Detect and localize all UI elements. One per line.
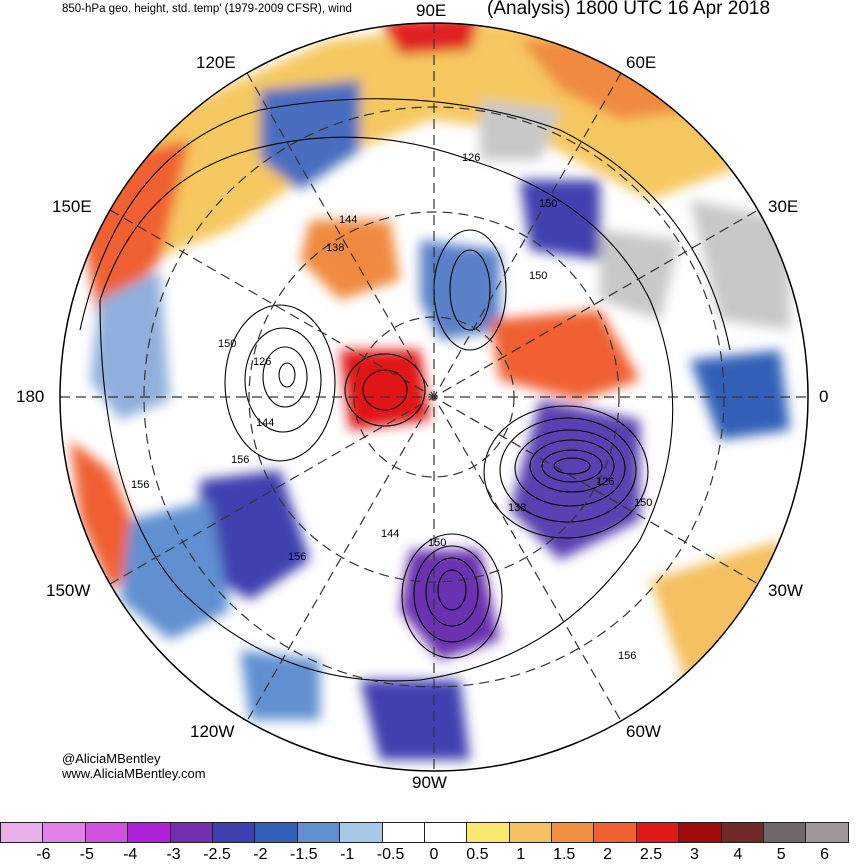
contour-label: 156 [618, 650, 636, 662]
colorbar-tick: 1 [516, 846, 526, 863]
header: 850-hPa geo. height, std. temp' (1979-20… [0, 0, 868, 22]
colorbar-swatch [466, 822, 510, 843]
colorbar-swatch [254, 822, 298, 843]
colorbar-tick: 0 [429, 846, 439, 863]
lon-label-150w: 150W [46, 581, 91, 600]
contour-label: 144 [256, 417, 274, 429]
lon-label-0: 0 [819, 387, 829, 406]
colorbar-swatch [381, 822, 425, 843]
lon-label-90e: 90E [416, 1, 447, 20]
colorbar-swatch [763, 822, 807, 843]
lon-label-120e: 120E [196, 53, 236, 72]
colorbar-tick: 1.5 [553, 846, 576, 863]
map-boundary [59, 22, 809, 772]
colorbar-swatch [211, 822, 256, 843]
colorbar-swatch [593, 822, 637, 843]
lon-label-180: 180 [16, 387, 45, 406]
contour-label: 150 [634, 497, 652, 509]
colorbar-tick: -5 [79, 846, 94, 863]
colorbar-tick: -2 [253, 846, 268, 863]
contour-label: 138 [326, 242, 344, 254]
colorbar-tick: -3 [166, 846, 181, 863]
colorbar-swatch [508, 822, 553, 843]
contour-label: 144 [381, 528, 399, 540]
colorbar-tick: 0.5 [466, 846, 489, 863]
contour-label: 144 [339, 214, 357, 226]
colorbar-tick-labels: -6 -5 -4 -3 -2.5 -2 -1.5 -1 -0.5 0 0.5 1 1.5 2 2.5 3 4 5 6 [0, 846, 868, 864]
graticule [60, 23, 808, 771]
valid-time: (Analysis) 1800 UTC 16 Apr 2018 [487, 0, 771, 19]
contour-label: 138 [508, 502, 526, 514]
contour-label: 156 [231, 454, 249, 466]
credit-website: www.AliciaMBentley.com [62, 766, 206, 781]
colorbar-tick: 5 [776, 846, 786, 863]
polar-stereographic-map: 126 144 150 156 138 150 126 144 156 138 … [59, 22, 809, 772]
contour-label: 156 [288, 551, 306, 563]
map-title: 850-hPa geo. height, std. temp' (1979-20… [62, 3, 352, 15]
contour-label: 126 [596, 476, 614, 488]
lon-label-30e: 30E [768, 197, 799, 216]
map-disc [60, 23, 808, 771]
lon-label-150e: 150E [52, 197, 92, 216]
contour-label: 126 [462, 152, 480, 164]
colorbar-swatches [0, 822, 849, 844]
colorbar-swatch [169, 822, 213, 843]
colorbar-tick: -4 [123, 846, 138, 863]
colorbar-swatch [423, 822, 468, 843]
colorbar-tick: -6 [36, 846, 51, 863]
contour-label: 156 [131, 479, 149, 491]
colorbar-swatch [84, 822, 129, 843]
colorbar-swatch [296, 822, 341, 843]
colorbar-swatch [42, 822, 86, 843]
colorbar-swatch [805, 822, 849, 843]
lon-label-30w: 30W [768, 581, 803, 600]
colorbar-tick: 2.5 [639, 846, 663, 863]
colorbar-tick: -1 [340, 846, 355, 863]
colorbar-tick: -0.5 [376, 846, 405, 863]
contour-label: 150 [529, 270, 547, 282]
colorbar-tick: -1.5 [290, 846, 318, 863]
lon-label-120w: 120W [190, 722, 235, 741]
credit-handle: @AliciaMBentley [62, 751, 161, 766]
contour-label: 150 [539, 198, 557, 210]
lon-label-60w: 60W [626, 722, 661, 741]
contour-label: 150 [428, 537, 446, 549]
colorbar: -6 -5 -4 -3 -2.5 -2 -1.5 -1 -0.5 0 0.5 1 1.5 2 2.5 3 4 5 6 [0, 822, 868, 865]
lon-label-60e: 60E [626, 53, 657, 72]
colorbar-swatch [635, 822, 680, 843]
contour-label: 150 [218, 338, 236, 350]
colorbar-tick: -2.5 [203, 846, 231, 863]
colorbar-swatch [0, 822, 44, 843]
contour-label: 126 [253, 356, 271, 368]
colorbar-swatch [551, 822, 595, 843]
colorbar-swatch [678, 822, 722, 843]
colorbar-tick: 2 [603, 846, 613, 863]
lon-label-90w: 90W [412, 773, 447, 792]
colorbar-tick: 4 [733, 846, 743, 863]
contour-value-labels: 126 144 150 156 138 150 126 144 156 138 … [131, 152, 652, 662]
colorbar-tick: 6 [820, 846, 830, 863]
colorbar-tick: 3 [689, 846, 699, 863]
colorbar-swatch [720, 822, 765, 843]
colorbar-swatch [339, 822, 383, 843]
colorbar-swatch [127, 822, 171, 843]
